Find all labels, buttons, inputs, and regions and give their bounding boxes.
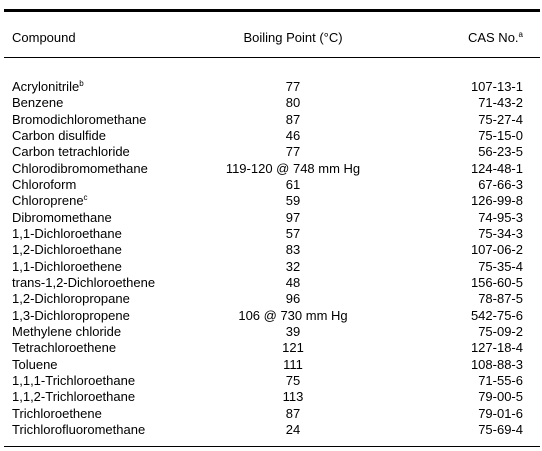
cas-number: 108-88-3 xyxy=(470,356,523,372)
compound-cell: Methylene chloride xyxy=(12,324,121,340)
compound-cell: trans-1,2-Dichloroethene xyxy=(12,275,155,291)
compound-cell: 1,2-Dichloroethane xyxy=(12,242,122,258)
compound: Toluene xyxy=(12,356,58,372)
compound-cell: Tetrachloroethene xyxy=(12,340,116,356)
compound-cell: 1,1-Dichloroethene xyxy=(12,259,122,275)
boiling-point: 87 xyxy=(285,111,301,127)
cas-number: 79-00-5 xyxy=(478,389,523,405)
boiling-point: 111 xyxy=(283,356,303,372)
cas-number: 75-35-4 xyxy=(478,258,523,274)
boiling-point: 59 xyxy=(285,193,301,209)
boiling-point: 39 xyxy=(285,323,301,339)
compound: Benzene xyxy=(12,95,64,111)
footnote-mark: c xyxy=(83,193,88,203)
compound-cell: Carbon tetrachloride xyxy=(12,144,130,160)
compound-cell: 1,1-Dichloroethane xyxy=(12,226,122,242)
compound: Tetrachloroethene xyxy=(12,340,117,356)
boiling-point: 46 xyxy=(285,127,301,143)
boiling-point: 32 xyxy=(285,258,301,274)
boiling-point: 75 xyxy=(285,372,301,388)
compound-cell: Trichloroethene xyxy=(12,406,102,422)
compound-cell: Bromodichloromethane xyxy=(12,112,146,128)
cas-number: 78-87-5 xyxy=(478,291,523,307)
compound: Acrylonitrile xyxy=(12,79,80,94)
compound: 1,2-Dichloroethane xyxy=(12,242,122,258)
compound-cell: Dibromomethane xyxy=(12,210,112,226)
cas-number: 156-60-5 xyxy=(470,274,523,290)
footnote-mark: b xyxy=(79,79,84,88)
boiling-point: 106 @ 730 mm Hg xyxy=(238,307,348,323)
cas-number: 67-66-3 xyxy=(478,176,523,192)
cas-number: 75-09-2 xyxy=(478,323,523,339)
cas-number: 74-95-3 xyxy=(478,209,523,225)
boiling-point: 119-120 @ 748 mm Hg xyxy=(225,160,361,176)
boiling-point: 121 xyxy=(282,340,304,356)
cas-number: 127-18-4 xyxy=(470,340,523,356)
compound: Chloroform xyxy=(12,176,77,192)
cas-number: 107-06-2 xyxy=(470,242,523,258)
cas-number: 75-27-4 xyxy=(478,111,523,127)
compound-cell: Chlorodibromomethane xyxy=(12,161,148,177)
header-cas-text: CAS No. xyxy=(467,30,519,45)
compound-cell: Acrylonitrileb xyxy=(12,79,84,95)
cas-number: 107-13-1 xyxy=(470,79,523,94)
boiling-point: 77 xyxy=(285,79,301,94)
compound: 1,1,2-Trichloroethane xyxy=(12,389,136,405)
compound: 1,1,1-Trichloroethane xyxy=(12,372,136,388)
boiling-point: 61 xyxy=(285,176,301,192)
compound: Methylene chloride xyxy=(12,323,122,339)
compound: Trichlorofluoromethane xyxy=(12,421,146,437)
boiling-point: 48 xyxy=(285,274,301,290)
boiling-point: 97 xyxy=(285,209,301,225)
compound-cell: 1,1,2-Trichloroethane xyxy=(12,389,135,405)
compound-cell: 1,3-Dichloropropene xyxy=(12,308,130,324)
cas-number: 71-55-6 xyxy=(478,372,523,388)
boiling-point: 80 xyxy=(285,95,301,111)
cas-number: 542-75-6 xyxy=(470,307,523,323)
boiling-point: 96 xyxy=(285,291,301,307)
boiling-point: 77 xyxy=(285,144,301,160)
compound: trans-1,2-Dichloroethene xyxy=(12,274,156,290)
compound-cell: Trichlorofluoromethane xyxy=(12,422,145,438)
compound-cell: 1,2-Dichloropropane xyxy=(12,291,130,307)
compound-cell: Toluene xyxy=(12,357,58,373)
compound: Carbon tetrachloride xyxy=(12,144,130,160)
cas-number: 124-48-1 xyxy=(470,160,523,176)
compound: Chlorodibromomethane xyxy=(12,160,148,176)
cas-number: 75-15-0 xyxy=(478,127,523,143)
header-cas: CAS No.a xyxy=(468,30,523,46)
cas-number: 79-01-6 xyxy=(478,405,523,421)
header-boiling-point: Boiling Point (°C) xyxy=(243,30,343,45)
compound-cell: 1,1,1-Trichloroethane xyxy=(12,373,135,389)
boiling-point: 24 xyxy=(285,421,301,437)
boiling-point: 57 xyxy=(285,225,301,241)
footnote-mark: a xyxy=(518,30,523,39)
compound-cell: Chloroform xyxy=(12,177,76,193)
boiling-point: 87 xyxy=(285,405,301,421)
compound-cell: Carbon disulfide xyxy=(12,128,106,144)
boiling-point: 113 xyxy=(282,389,304,405)
header-rule xyxy=(4,57,540,58)
compound: 1,2-Dichloropropane xyxy=(12,291,130,307)
compound: Chloroprene xyxy=(12,193,84,209)
cas-number: 126-99-8 xyxy=(470,193,523,209)
cas-number: 71-43-2 xyxy=(478,95,523,111)
cas-number: 75-69-4 xyxy=(478,421,523,437)
compound: Trichloroethene xyxy=(12,405,102,421)
top-rule xyxy=(4,9,540,12)
bottom-rule xyxy=(4,446,540,447)
compound-cell: Benzene xyxy=(12,95,63,111)
compound: 1,1-Dichloroethane xyxy=(12,225,122,241)
compound-cell: Chloroprenec xyxy=(12,193,88,209)
boiling-point: 83 xyxy=(285,242,301,258)
compound: 1,1-Dichloroethene xyxy=(12,258,122,274)
compound: Bromodichloromethane xyxy=(12,111,147,127)
cas-number: 56-23-5 xyxy=(478,144,523,160)
cas-number: 75-34-3 xyxy=(478,225,523,241)
header-compound: Compound xyxy=(12,30,76,45)
compound: Dibromomethane xyxy=(12,209,112,225)
compound: 1,3-Dichloropropene xyxy=(12,307,130,323)
compound: Carbon disulfide xyxy=(12,127,106,143)
